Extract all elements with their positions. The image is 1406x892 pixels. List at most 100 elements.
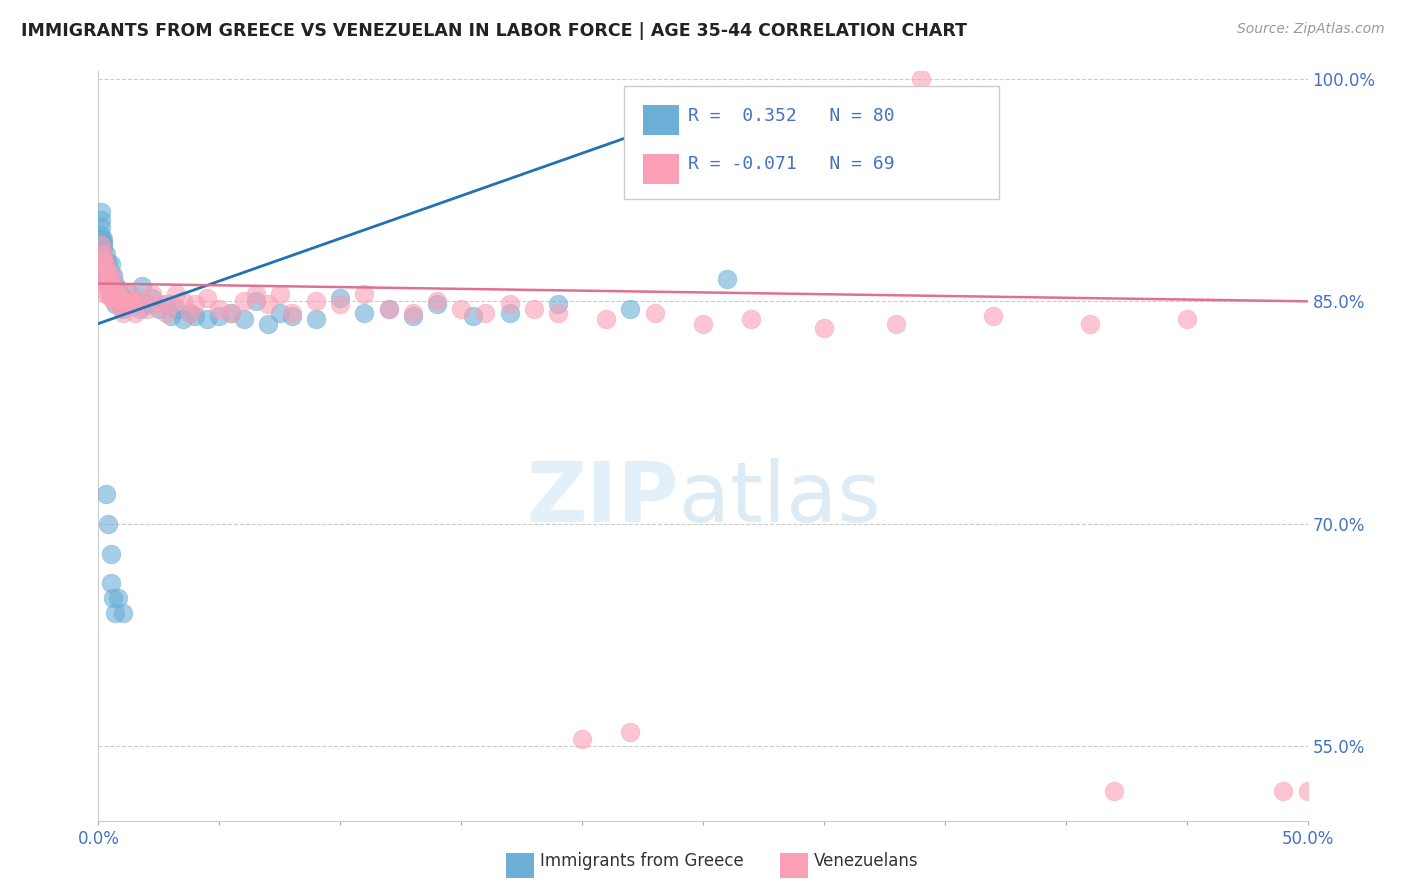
Point — [90, 212, 112, 227]
Point — [91, 257, 114, 271]
Point — [104, 283, 127, 297]
Point — [104, 277, 127, 291]
Point — [101, 277, 124, 291]
Point — [94, 277, 117, 291]
Point — [281, 309, 304, 323]
Point — [165, 301, 187, 316]
Point — [94, 247, 117, 261]
Point — [172, 312, 194, 326]
Point — [148, 297, 170, 311]
Point — [90, 232, 112, 246]
Point — [97, 257, 120, 271]
Point — [886, 317, 908, 331]
Point — [100, 268, 122, 282]
Point — [619, 724, 641, 739]
Point — [498, 297, 520, 311]
Text: R = -0.071   N = 69: R = -0.071 N = 69 — [689, 155, 896, 173]
Point — [97, 287, 120, 301]
Point — [523, 301, 546, 316]
Point — [256, 317, 278, 331]
Point — [131, 291, 153, 305]
Point — [281, 306, 304, 320]
Point — [256, 297, 278, 311]
Point — [94, 257, 117, 271]
Point — [107, 294, 129, 309]
Point — [94, 257, 117, 271]
Point — [100, 268, 122, 282]
Point — [101, 277, 124, 291]
Point — [100, 547, 122, 561]
Point — [90, 227, 112, 242]
Point — [91, 265, 114, 279]
Point — [1175, 312, 1198, 326]
Point — [97, 277, 120, 291]
Point — [118, 287, 141, 301]
Point — [104, 606, 127, 620]
Point — [571, 732, 593, 747]
Point — [1272, 784, 1295, 798]
Point — [644, 306, 666, 320]
Point — [111, 291, 134, 305]
Point — [813, 321, 835, 335]
Point — [100, 576, 122, 591]
Point — [111, 301, 134, 316]
Point — [111, 606, 134, 620]
Point — [155, 306, 177, 320]
Point — [100, 291, 122, 305]
Point — [100, 279, 122, 293]
Point — [117, 297, 139, 311]
Point — [141, 287, 163, 301]
Point — [1078, 317, 1101, 331]
Point — [377, 301, 399, 316]
Point — [547, 297, 569, 311]
Point — [111, 306, 134, 320]
Point — [740, 312, 762, 326]
Point — [595, 312, 617, 326]
Point — [104, 287, 127, 301]
Point — [97, 272, 120, 286]
Point — [981, 309, 1004, 323]
Point — [97, 516, 120, 531]
Point — [426, 297, 449, 311]
Point — [107, 297, 129, 311]
Point — [474, 306, 496, 320]
Point — [269, 306, 291, 320]
Text: Source: ZipAtlas.com: Source: ZipAtlas.com — [1237, 22, 1385, 37]
Point — [91, 238, 114, 252]
Point — [1102, 784, 1125, 798]
Point — [498, 306, 520, 320]
Point — [101, 287, 124, 301]
Point — [426, 294, 449, 309]
Point — [160, 297, 183, 311]
Point — [195, 291, 218, 305]
Bar — [643, 105, 679, 135]
Point — [184, 297, 207, 311]
Point — [232, 312, 254, 326]
Point — [232, 294, 254, 309]
Point — [402, 309, 425, 323]
Point — [90, 257, 112, 271]
Point — [107, 591, 129, 605]
Point — [97, 265, 120, 279]
Point — [100, 277, 122, 291]
Text: ZIP: ZIP — [526, 458, 679, 539]
Point — [108, 291, 131, 305]
Point — [305, 312, 328, 326]
Point — [135, 301, 157, 316]
Point — [716, 272, 738, 286]
Point — [121, 294, 143, 309]
Bar — [643, 153, 679, 184]
Point — [91, 232, 114, 246]
Point — [91, 247, 114, 261]
Point — [172, 294, 194, 309]
Point — [1296, 784, 1319, 798]
Point — [90, 238, 112, 252]
Point — [91, 265, 114, 279]
Point — [402, 306, 425, 320]
Point — [94, 272, 117, 286]
Point — [245, 294, 267, 309]
Point — [148, 301, 170, 316]
Point — [104, 297, 127, 311]
Point — [128, 301, 150, 316]
Point — [131, 279, 153, 293]
